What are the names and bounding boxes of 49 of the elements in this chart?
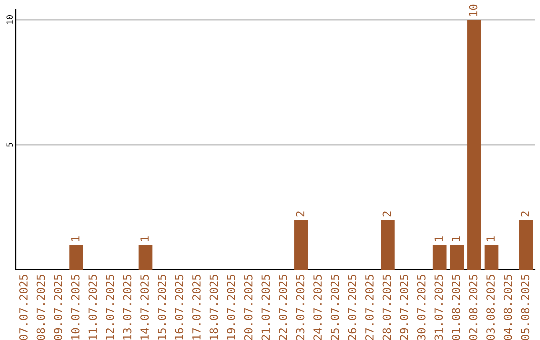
- x-tick-label: 18.07.2025: [210, 275, 218, 340]
- x-tick-label: 19.07.2025: [227, 275, 236, 340]
- x-tick-label: 23.07.2025: [296, 275, 305, 340]
- data-label: 1: [434, 236, 443, 242]
- x-tick-label: 28.07.2025: [382, 275, 392, 340]
- x-tick-label: 29.07.2025: [400, 275, 409, 340]
- x-tick-label: 16.07.2025: [175, 275, 184, 340]
- x-tick-label: 21.07.2025: [262, 275, 270, 340]
- bar: [294, 220, 308, 270]
- x-tick-label: 11.07.2025: [88, 275, 98, 340]
- bar: [484, 245, 499, 270]
- x-tick-label: 27.07.2025: [366, 275, 374, 340]
- x-tick-label: 01.08.2025: [452, 275, 460, 340]
- data-label: 2: [382, 212, 392, 217]
- bar: [138, 245, 153, 270]
- data-label: 2: [521, 212, 530, 217]
- x-tick-label: 13.07.2025: [123, 275, 132, 340]
- x-tick-label: 15.07.2025: [158, 275, 166, 340]
- x-tick-label: 04.08.2025: [504, 275, 512, 340]
- bar: [432, 245, 447, 270]
- x-tick-label: 10.07.2025: [71, 275, 80, 340]
- bar: [519, 220, 534, 270]
- y-tick-label: 5: [6, 143, 13, 147]
- data-label: 1: [72, 236, 80, 242]
- x-tick-label: 24.07.2025: [314, 275, 322, 340]
- bar: [70, 245, 84, 270]
- x-tick-label: 12.07.2025: [106, 275, 114, 340]
- x-tick-label: 09.07.2025: [54, 275, 63, 340]
- x-tick-label: 05.08.2025: [521, 275, 530, 340]
- x-tick-label: 17.07.2025: [192, 275, 201, 340]
- x-tick-label: 30.07.2025: [417, 275, 426, 340]
- x-tick-label: 20.07.2025: [244, 275, 253, 340]
- x-tick-label: 08.07.2025: [36, 275, 46, 340]
- x-tick-label: 02.08.2025: [469, 275, 478, 340]
- x-tick-label: 14.07.2025: [140, 275, 150, 340]
- x-tick-label: 07.07.2025: [20, 275, 28, 340]
- bar: [381, 220, 395, 270]
- data-label: 1: [486, 236, 495, 242]
- data-label: 1: [452, 236, 460, 242]
- data-label: 1: [140, 236, 149, 242]
- x-tick-label: 26.07.2025: [348, 275, 357, 340]
- x-tick-label: 31.07.2025: [434, 275, 444, 340]
- data-label: 10: [469, 4, 478, 16]
- x-tick-label: 03.08.2025: [486, 275, 496, 340]
- data-label: 2: [296, 212, 305, 217]
- bar: [450, 245, 464, 270]
- x-tick-label: 22.07.2025: [279, 275, 288, 340]
- x-tick-label: 25.07.2025: [330, 275, 340, 340]
- bar: [468, 20, 482, 270]
